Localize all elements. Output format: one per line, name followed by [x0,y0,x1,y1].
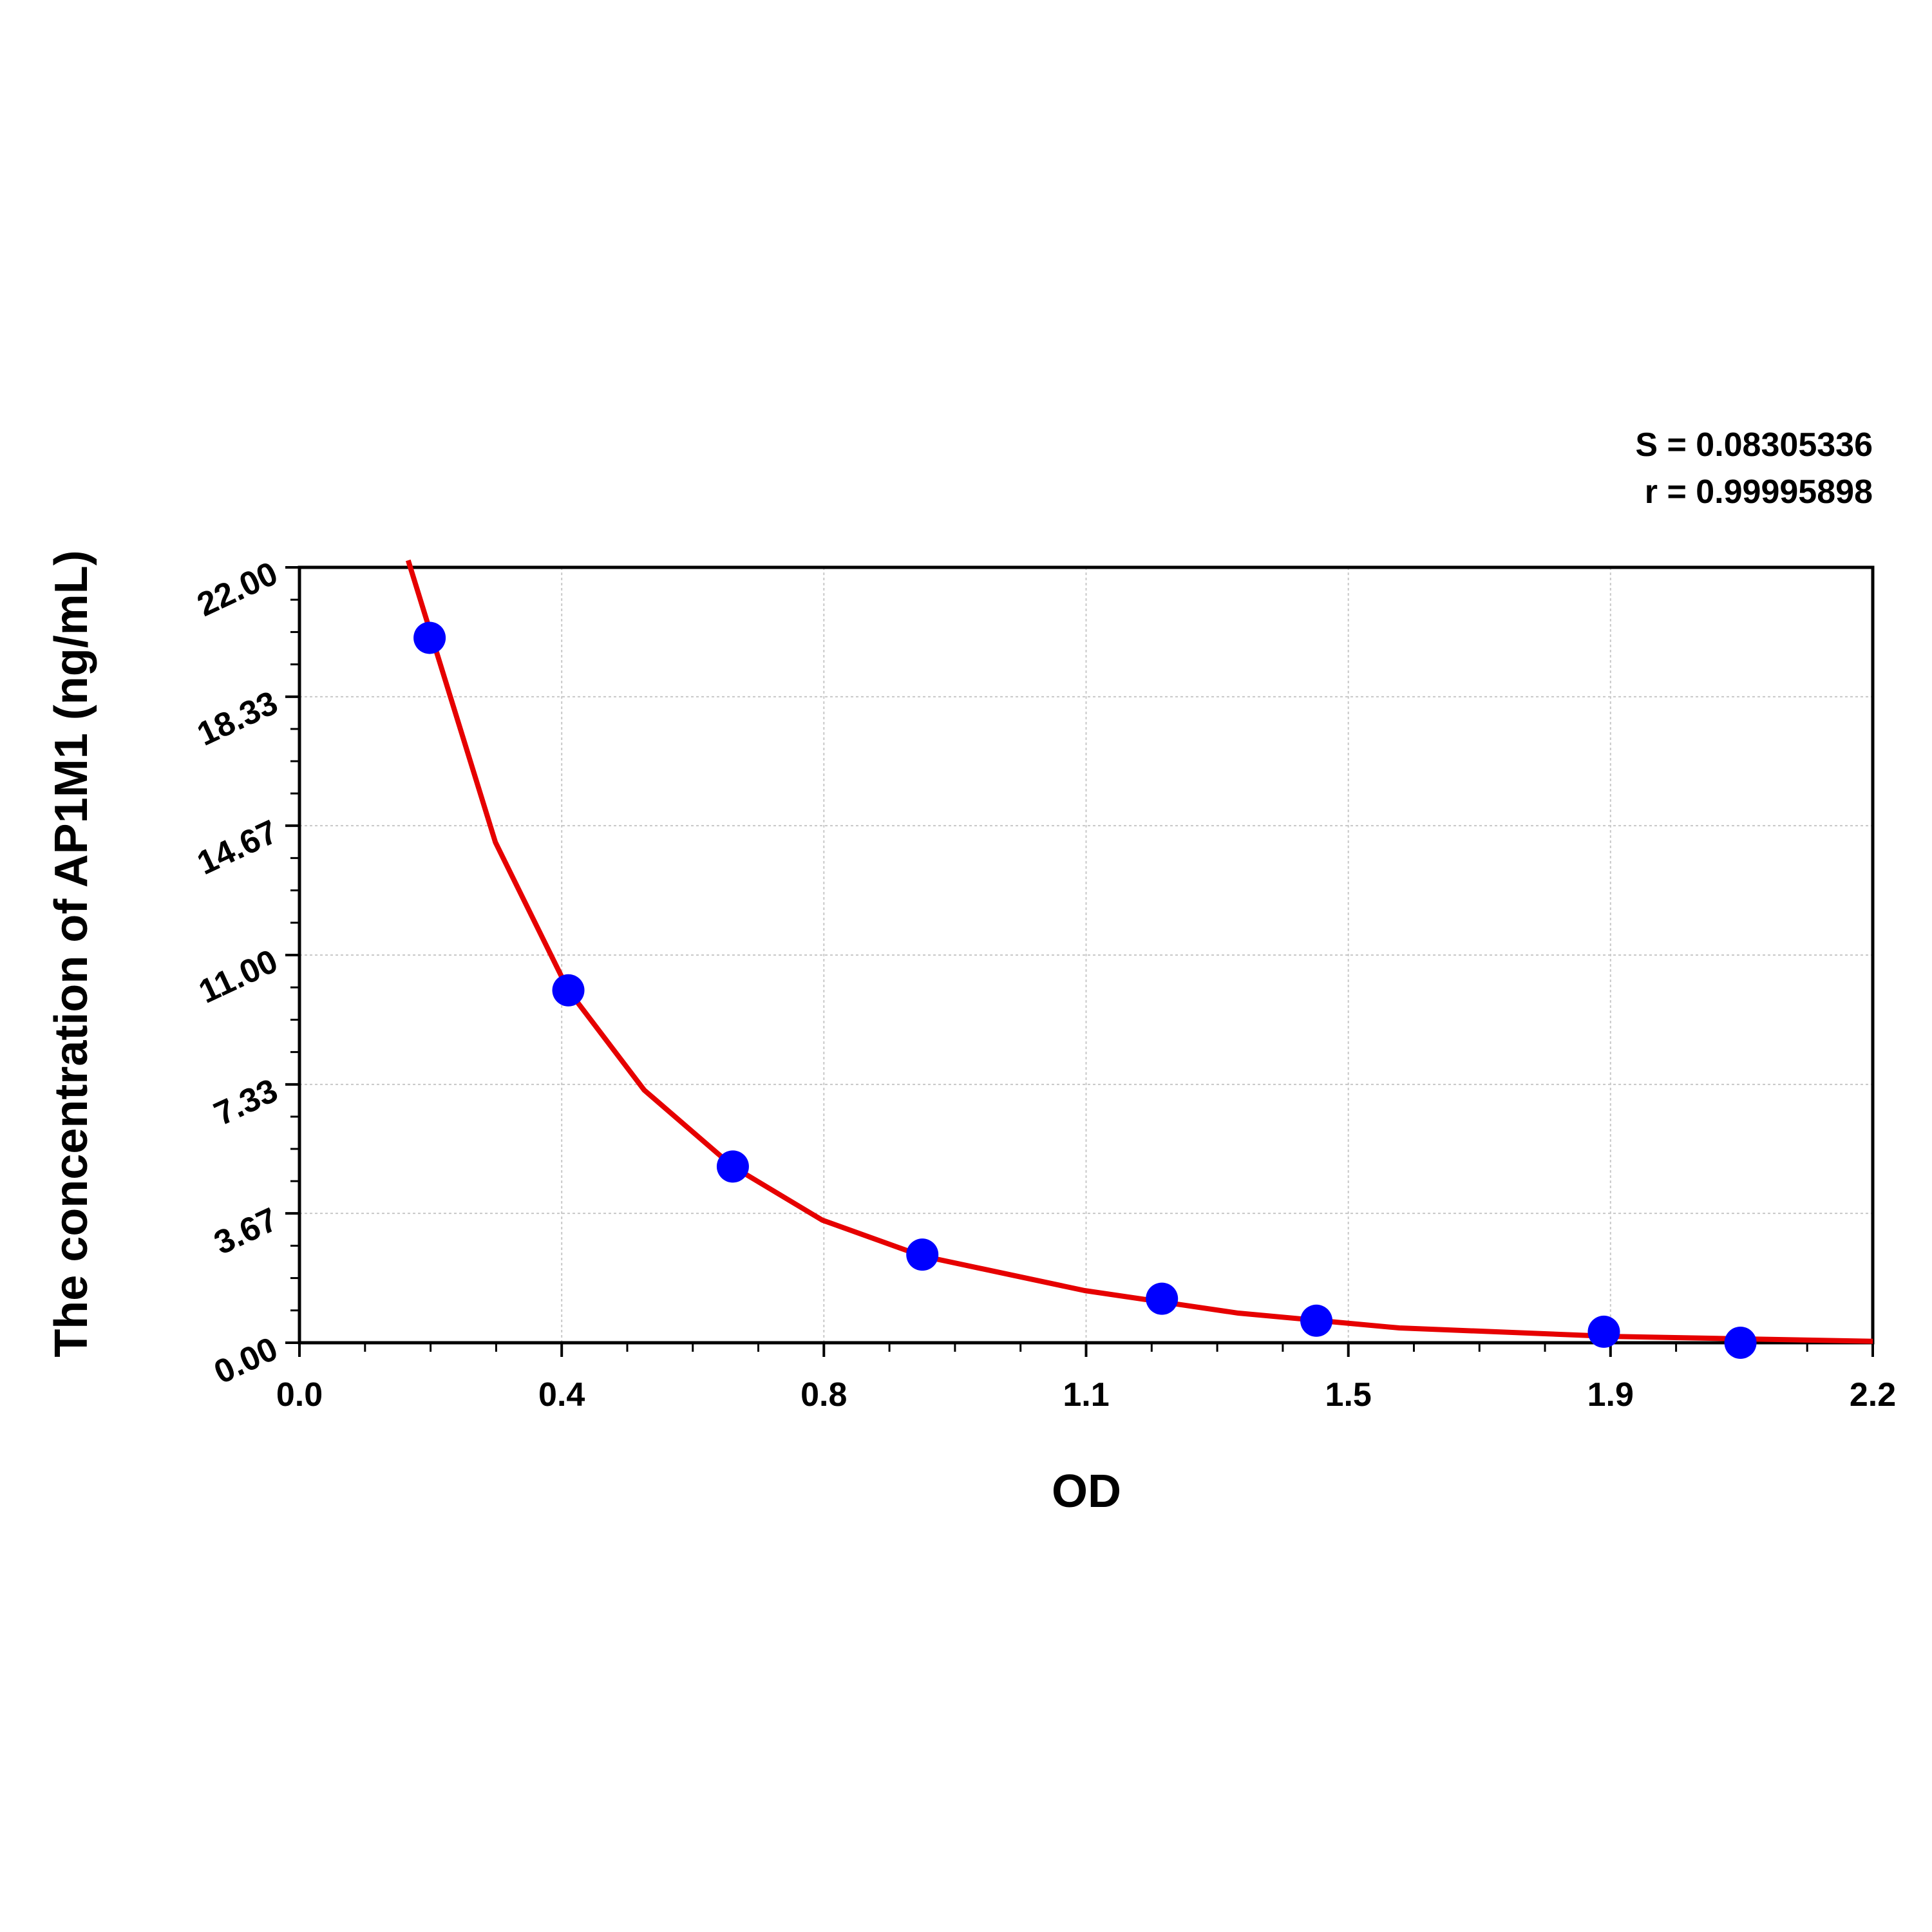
data-point [1146,1282,1179,1315]
x-tick-label: 0.4 [538,1376,585,1414]
x-axis-title: OD [1052,1466,1121,1517]
plot-frame [298,565,1875,1345]
data-point [1724,1327,1757,1359]
data-point [413,621,446,654]
data-point [716,1150,749,1183]
x-tick-label: 1.9 [1587,1376,1634,1414]
x-tick-label: 2.2 [1850,1376,1896,1414]
stat-r: r = 0.99995898 [1645,473,1873,511]
x-tick-label: 1.1 [1063,1376,1109,1414]
data-point [552,974,585,1007]
x-tick-label: 0.8 [800,1376,847,1414]
y-axis-title: The concentration of AP1M1 (ng/mL) [46,550,97,1357]
fit-curve [405,559,1873,1344]
data-point [906,1238,939,1271]
x-tick-label: 1.5 [1325,1376,1372,1414]
data-point [1300,1304,1333,1337]
stat-s: S = 0.08305336 [1635,426,1873,464]
data-point [1587,1315,1620,1348]
x-tick-label: 0.0 [276,1376,323,1414]
